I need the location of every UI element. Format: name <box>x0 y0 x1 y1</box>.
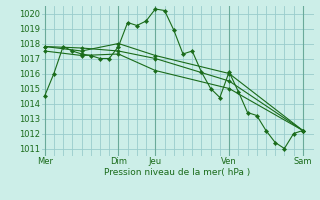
X-axis label: Pression niveau de la mer( hPa ): Pression niveau de la mer( hPa ) <box>104 168 251 177</box>
